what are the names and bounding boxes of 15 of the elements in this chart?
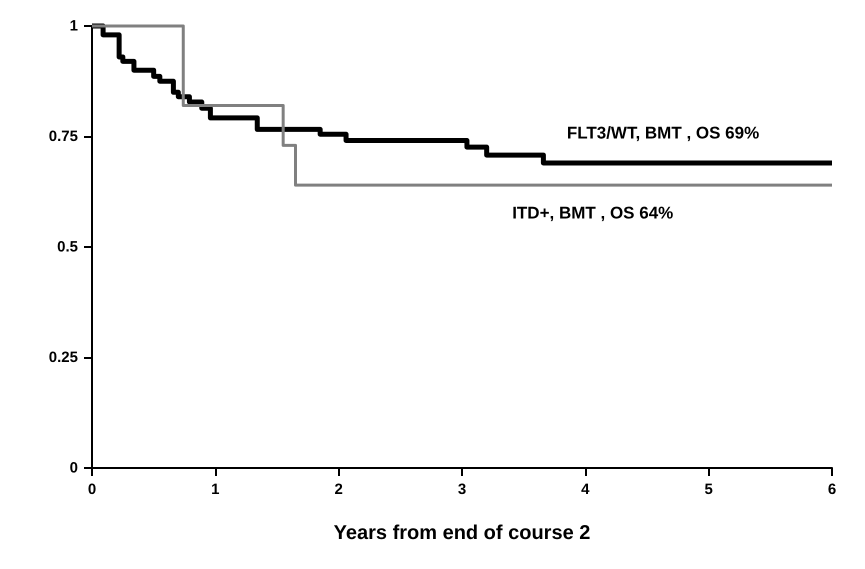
x-axis-title: Years from end of course 2 <box>334 522 590 544</box>
y-tick-label: 0.5 <box>57 238 78 256</box>
x-tick-label: 1 <box>211 481 220 498</box>
x-tick-label: 0 <box>88 481 96 498</box>
x-tick-label: 6 <box>828 481 836 498</box>
y-tick-label: 0.75 <box>48 128 78 145</box>
y-tick-label: 0 <box>70 460 78 476</box>
x-tick-label: 3 <box>458 481 466 498</box>
series-label: ITD+, BMT , OS 64% <box>512 204 674 223</box>
x-tick-label: 5 <box>704 481 713 498</box>
series-label: FLT3/WT, BMT , OS 69% <box>566 124 760 143</box>
y-tick-label: 0.25 <box>48 349 78 366</box>
x-tick-label: 4 <box>581 481 590 498</box>
y-tick-label: 1 <box>70 18 78 34</box>
x-tick-label: 2 <box>334 481 343 498</box>
